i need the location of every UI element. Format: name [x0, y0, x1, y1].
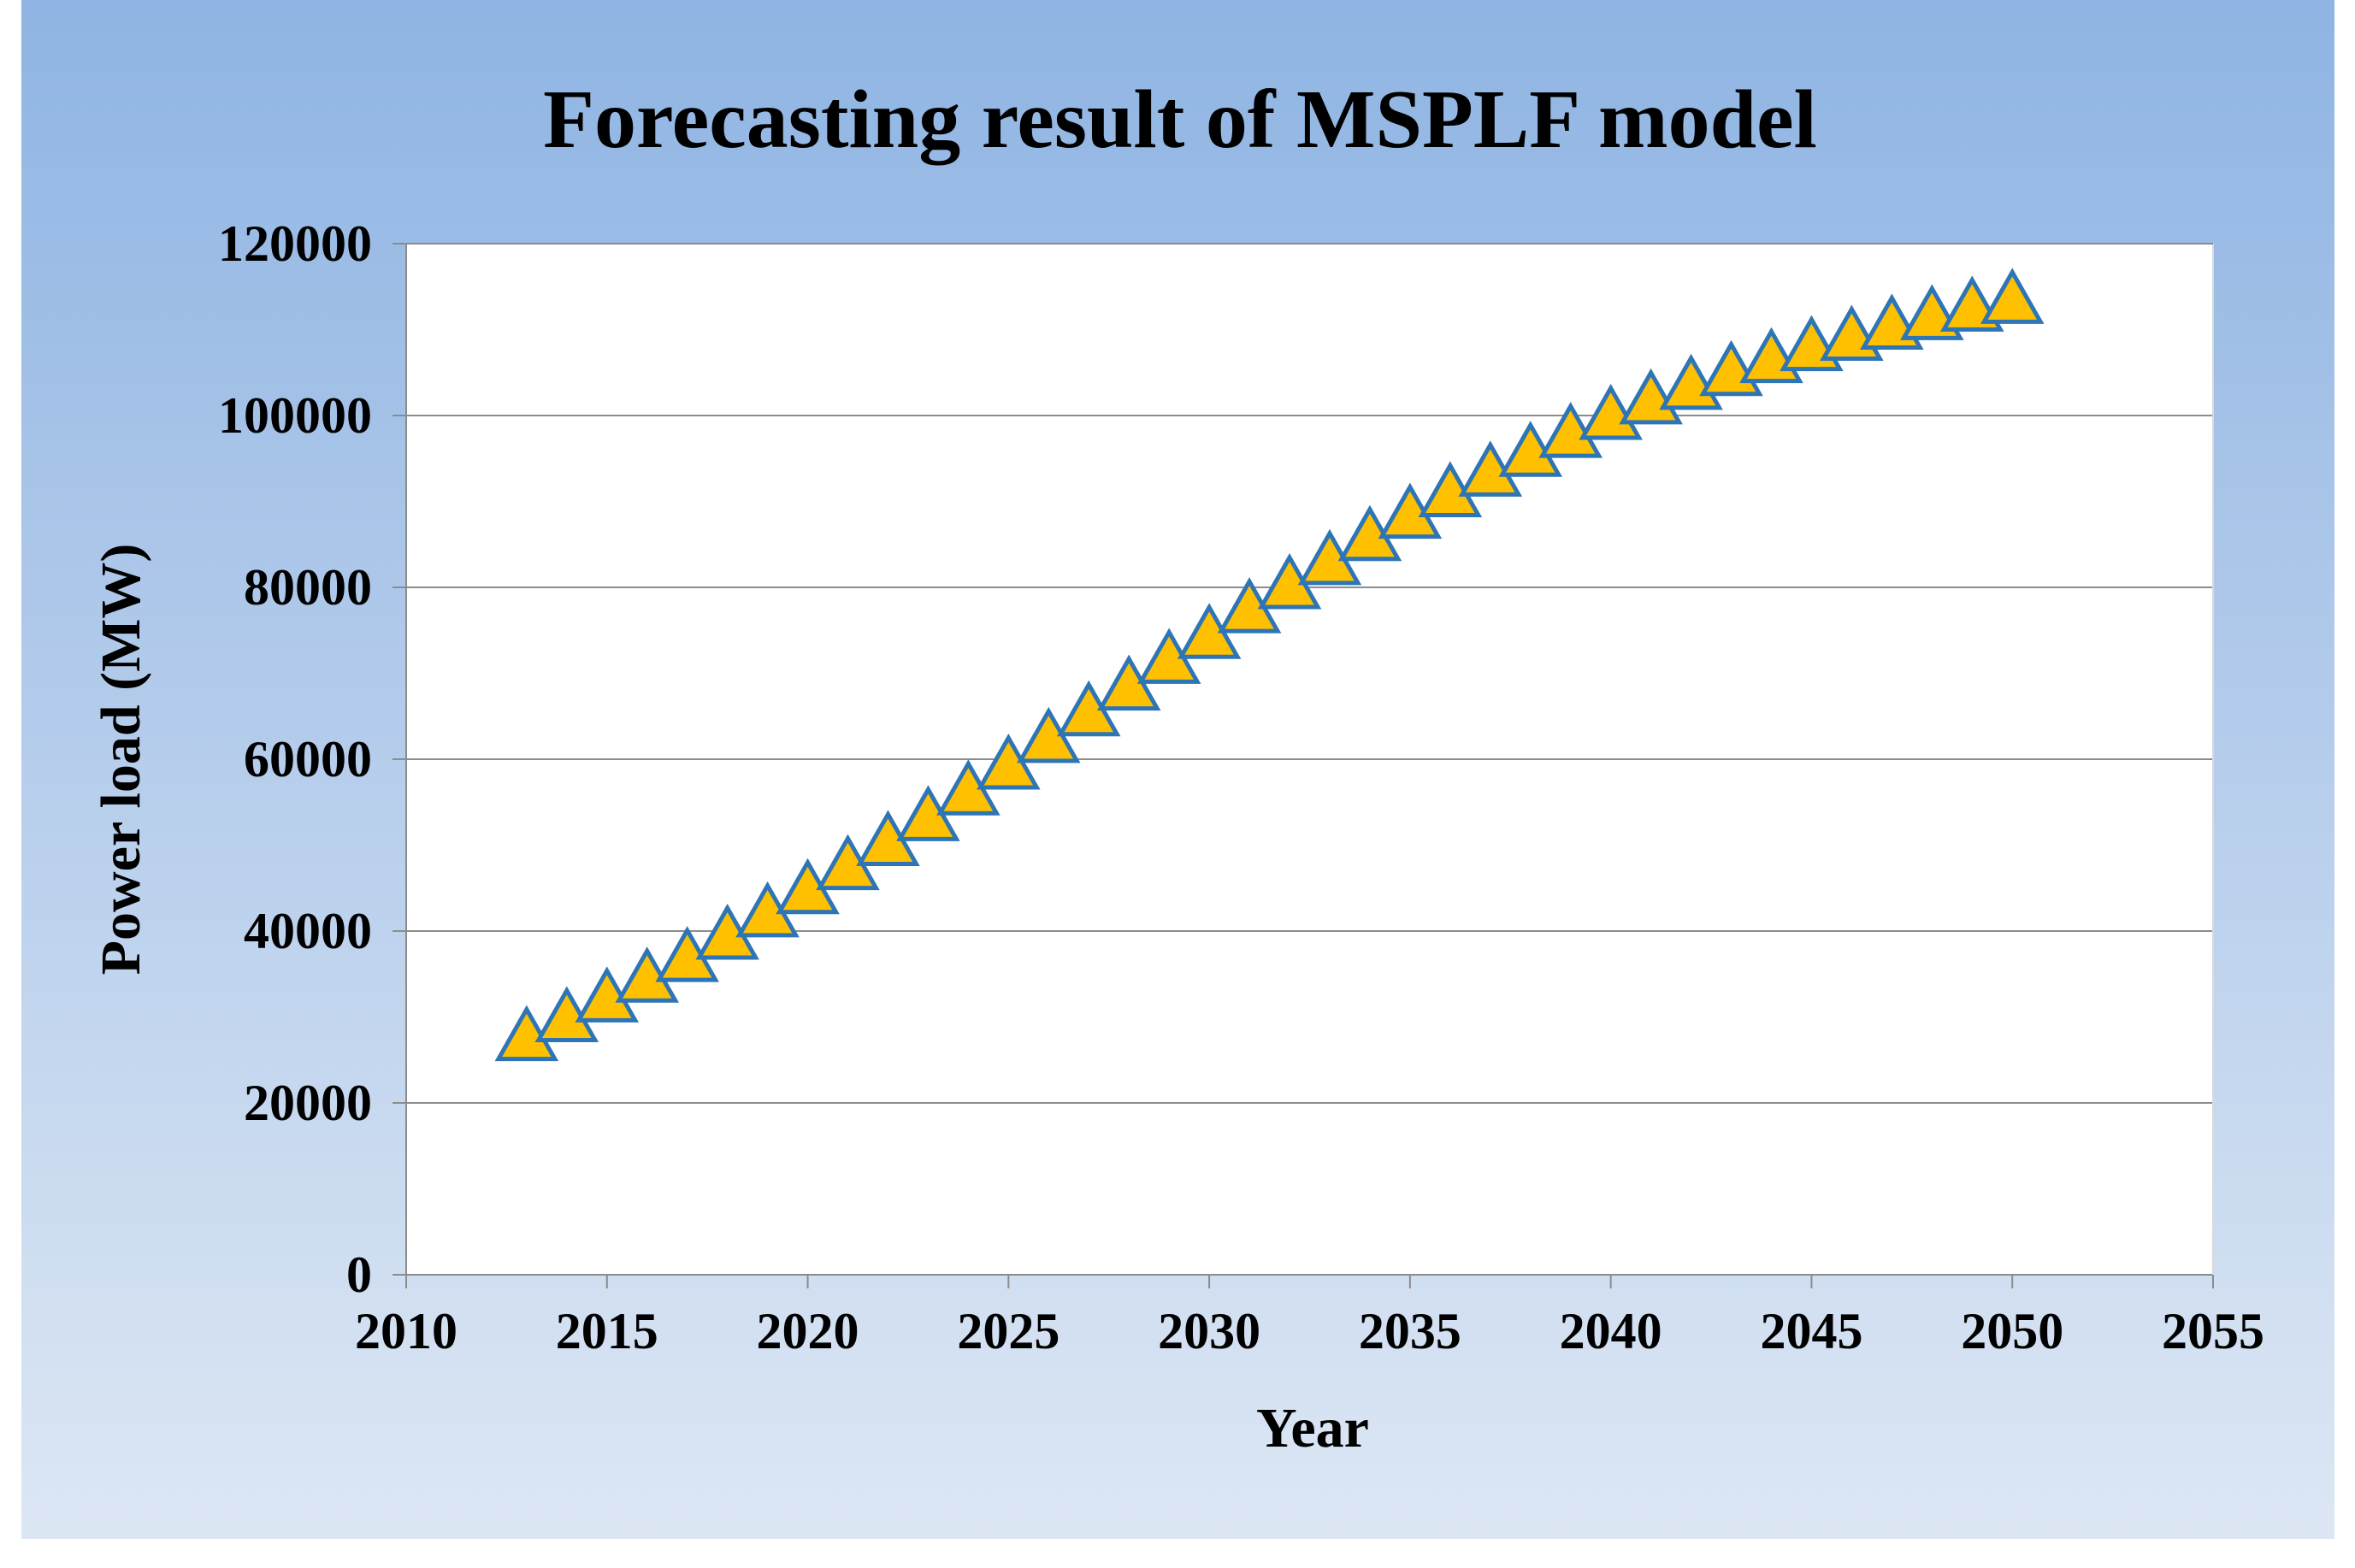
x-tick-label: 2020 [757, 1303, 859, 1359]
x-tick-label: 2025 [957, 1303, 1059, 1359]
y-tick-label: 100000 [218, 387, 372, 444]
y-tick-label: 60000 [244, 731, 372, 787]
data-markers [494, 268, 2045, 1062]
x-tick-label: 2050 [1961, 1303, 2063, 1359]
x-tick-label: 2040 [1560, 1303, 1662, 1359]
y-axis-label: Power load (MW) [90, 544, 152, 976]
data-point-marker [1980, 268, 2045, 324]
tick-labels: 0 20000 40000 60000 80000 100000 120000 2010 201… [218, 215, 2264, 1359]
y-tick-label: 0 [346, 1247, 372, 1303]
axes [392, 243, 2214, 1288]
y-tick-label: 120000 [218, 215, 372, 272]
y-tick-label: 40000 [244, 903, 372, 959]
chart-title: Forecasting result of MSPLF model [543, 74, 1817, 166]
x-tick-label: 2055 [2162, 1303, 2264, 1359]
y-tick-label: 20000 [244, 1075, 372, 1131]
x-axis-label: Year [1256, 1397, 1369, 1459]
data-point-marker [1619, 368, 1683, 425]
x-tick-label: 2035 [1359, 1303, 1461, 1359]
x-tick-label: 2030 [1158, 1303, 1260, 1359]
x-tick-label: 2010 [355, 1303, 457, 1359]
data-point-marker [1579, 383, 1643, 440]
x-tick-label: 2015 [556, 1303, 658, 1359]
y-tick-label: 80000 [244, 559, 372, 616]
x-tick-label: 2045 [1760, 1303, 1862, 1359]
